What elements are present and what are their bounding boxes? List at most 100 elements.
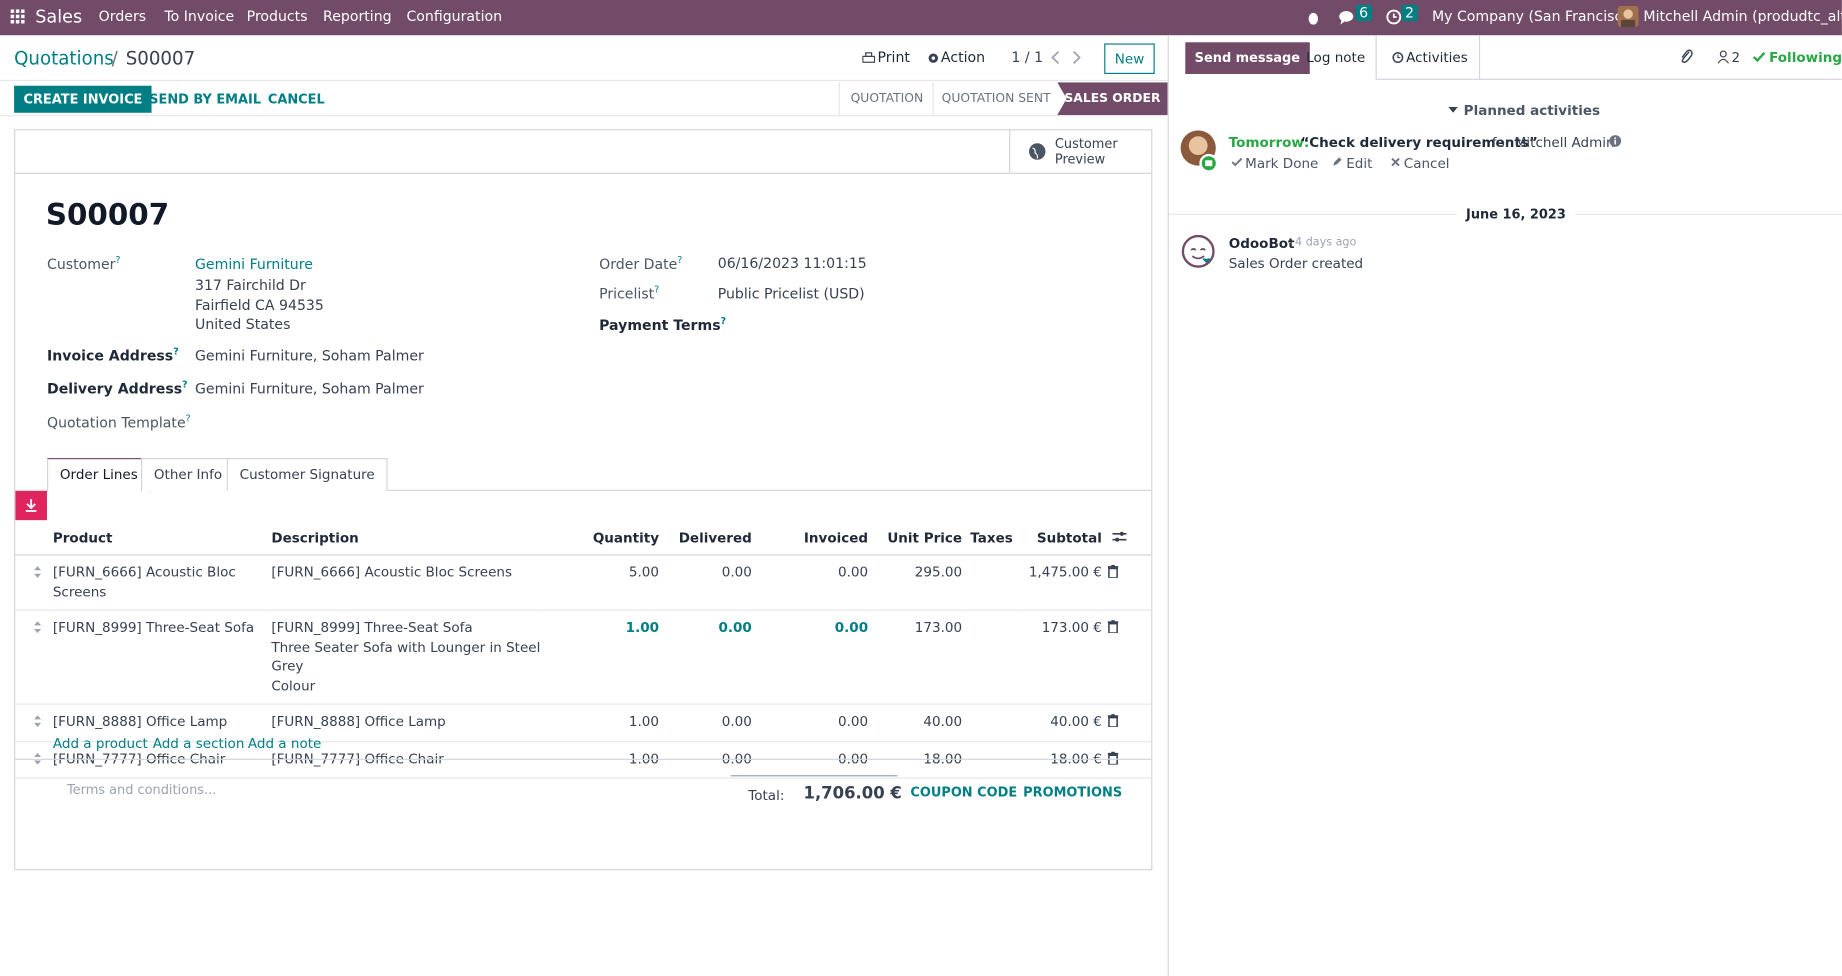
planned-activities-toggle[interactable]: Planned activities: [1463, 102, 1601, 119]
messages-icon[interactable]: [1338, 9, 1354, 25]
apps-icon[interactable]: [10, 9, 25, 24]
pager-arrows[interactable]: [1050, 51, 1085, 65]
customer-preview-button[interactable]: Customer Preview: [1055, 136, 1118, 167]
delete-button[interactable]: [1101, 610, 1152, 705]
activities-icon[interactable]: [1386, 9, 1402, 25]
quantity-cell: 1.00: [541, 610, 660, 705]
cross-icon: [1391, 157, 1400, 167]
menu-item[interactable]: To Invoice: [164, 8, 235, 25]
button-text: Customer: [1054, 136, 1118, 152]
user-menu[interactable]: Mitchell Admin (produdtc_alterr): [1643, 8, 1842, 25]
help-mark[interactable]: ?: [720, 315, 727, 327]
activity-avatar: [1180, 130, 1219, 173]
help-mark[interactable]: ?: [115, 254, 121, 266]
tab[interactable]: Other Info: [140, 458, 236, 491]
export-button[interactable]: [15, 490, 47, 521]
menu-item[interactable]: Products: [246, 8, 308, 25]
caret-icon: [1448, 106, 1458, 113]
total-label: Total:: [748, 786, 785, 804]
status-step-active[interactable]: SALES ORDER: [1057, 82, 1168, 116]
app-name[interactable]: Sales: [35, 5, 83, 28]
check-icon: [1231, 157, 1243, 167]
message-author[interactable]: OdooBot: [1228, 234, 1295, 252]
label-text: Customer: [46, 256, 116, 273]
optional-columns-toggle[interactable]: [1101, 521, 1152, 556]
description-line: Three Seater Sofa with Lounger in Steel …: [271, 638, 541, 675]
cancel-activity-button[interactable]: Cancel: [1403, 155, 1450, 172]
breadcrumb-parent[interactable]: Quotations: [14, 48, 114, 70]
label-text: Payment Terms: [599, 317, 721, 334]
button-box-divider: [1009, 130, 1011, 173]
add-line-link[interactable]: Add a section: [152, 735, 245, 752]
add-line-link[interactable]: Add a note: [247, 735, 322, 752]
column-header: Unit Price: [868, 521, 963, 556]
activities-button[interactable]: Activities: [1406, 49, 1468, 66]
menu-item[interactable]: Orders: [98, 8, 147, 25]
new-button[interactable]: New: [1104, 43, 1155, 74]
followers-count[interactable]: 2: [1731, 49, 1741, 66]
column-header: Delivered: [659, 521, 752, 556]
send-by-email-button[interactable]: SEND BY EMAIL: [149, 91, 262, 107]
unit-price-cell: 40.00: [868, 704, 963, 742]
menu-item[interactable]: Reporting: [323, 8, 392, 25]
field-value[interactable]: Gemini Furniture, Soham Palmer: [195, 380, 424, 397]
order-line[interactable]: [FURN_8888] Office Lamp [FURN_8888] Offic…: [15, 704, 1152, 742]
send-message-button[interactable]: Send message: [1185, 42, 1310, 74]
tab[interactable]: Order Lines: [46, 458, 151, 493]
field-value[interactable]: Public Pricelist (USD): [717, 285, 865, 302]
customer-link[interactable]: Gemini Furniture: [195, 256, 313, 273]
coupon-button[interactable]: COUPON CODE: [910, 784, 1018, 800]
following-button[interactable]: Following: [1769, 49, 1842, 66]
action-button[interactable]: Action: [940, 49, 986, 66]
clock-icon: [1392, 52, 1404, 64]
debug-icon[interactable]: [1306, 11, 1320, 25]
menu-item[interactable]: Configuration: [406, 8, 503, 25]
drag-handle[interactable]: [15, 554, 53, 611]
delete-button[interactable]: [1101, 704, 1152, 742]
mark-done-button[interactable]: Mark Done: [1245, 155, 1319, 172]
terms-input[interactable]: Terms and conditions...: [66, 782, 217, 798]
activity-summary: “Check delivery requirements”: [1300, 133, 1538, 151]
create-invoice-button[interactable]: CREATE INVOICE: [14, 85, 152, 113]
header-row: Product Description Quantity Delivered Invoi…: [15, 521, 1152, 556]
column-header: Taxes: [962, 521, 1021, 556]
order-line[interactable]: [FURN_8999] Three-Seat Sofa [FURN_8999] T…: [15, 610, 1152, 705]
field-value[interactable]: 06/16/2023 11:01:15: [717, 254, 867, 272]
order-line[interactable]: [FURN_6666] Acoustic Bloc Screens [FURN_6…: [15, 554, 1152, 611]
help-mark[interactable]: ?: [182, 379, 188, 390]
help-mark[interactable]: ?: [654, 284, 660, 295]
separator: [0, 115, 1168, 117]
drag-handle[interactable]: [15, 610, 53, 705]
add-line-link[interactable]: Add a product: [52, 735, 148, 752]
user-avatar[interactable]: [1617, 5, 1639, 28]
company-switcher[interactable]: My Company (San Francisco): [1431, 8, 1637, 25]
handle-header: [15, 521, 53, 556]
invoiced-cell: 0.00: [751, 610, 869, 705]
label-text: Order Date: [599, 256, 678, 273]
log-note-button[interactable]: Log note: [1306, 49, 1366, 66]
attachment-icon[interactable]: [1680, 48, 1694, 64]
drag-handle[interactable]: [15, 704, 53, 742]
action-icon: [928, 53, 938, 63]
print-icon: [862, 52, 876, 63]
help-mark[interactable]: ?: [173, 346, 179, 358]
delete-button[interactable]: [1101, 554, 1152, 611]
info-icon[interactable]: [1609, 135, 1622, 147]
status-step[interactable]: QUOTATION SENT: [932, 82, 1059, 116]
status-step[interactable]: QUOTATION: [838, 82, 934, 116]
print-button[interactable]: Print: [877, 49, 910, 66]
field-value[interactable]: Gemini Furniture, Soham Palmer: [195, 347, 424, 365]
followers-icon: [1717, 50, 1730, 64]
help-mark[interactable]: ?: [185, 413, 191, 424]
subtotal-cell: 173.00 €: [1020, 610, 1102, 705]
pager-value[interactable]: 1 / 1: [1011, 49, 1044, 66]
column-header: Invoiced: [751, 521, 869, 556]
edit-button[interactable]: Edit: [1346, 155, 1373, 172]
promotions-button[interactable]: PROMOTIONS: [1023, 784, 1123, 800]
help-mark[interactable]: ?: [677, 254, 683, 266]
tab[interactable]: Customer Signature: [226, 458, 388, 491]
order-name: S00007: [45, 197, 170, 232]
cancel-button[interactable]: CANCEL: [267, 91, 325, 107]
divider: [1478, 35, 1481, 79]
